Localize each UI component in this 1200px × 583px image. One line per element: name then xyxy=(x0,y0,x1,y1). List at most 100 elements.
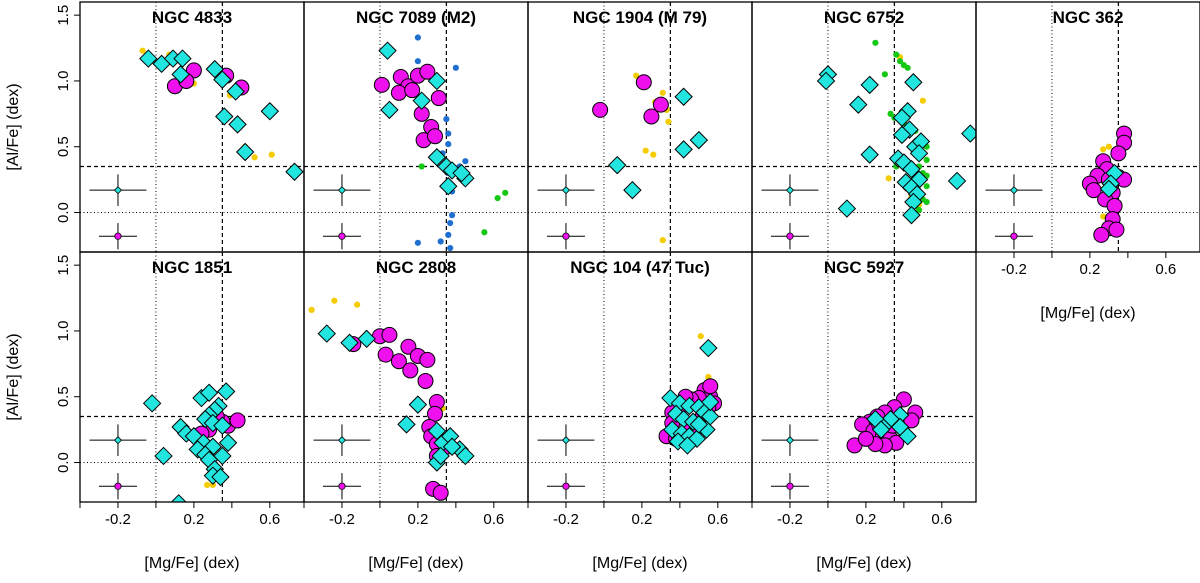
data-point-green xyxy=(896,58,904,65)
panel-9 xyxy=(751,251,977,508)
data-point-diamond xyxy=(173,49,192,68)
data-point-diamond xyxy=(213,70,232,89)
data-point-diamond xyxy=(216,382,236,401)
data-point-green xyxy=(904,64,911,71)
y-tick-label: 0.0 xyxy=(55,452,72,473)
data-point-circle xyxy=(1093,226,1110,243)
data-point-blue xyxy=(447,244,454,252)
data-point-blue xyxy=(452,64,459,71)
data-point-diamond xyxy=(142,394,162,413)
data-point-diamond xyxy=(902,159,921,179)
error-marker-diamond xyxy=(113,436,123,445)
error-marker-diamond xyxy=(785,436,795,445)
data-point-circle xyxy=(426,128,443,145)
panel-title: NGC 6752 xyxy=(824,8,904,27)
data-point-diamond xyxy=(408,395,428,414)
error-marker-diamond xyxy=(785,186,795,195)
error-marker-diamond xyxy=(337,186,347,195)
data-point-diamond xyxy=(317,324,336,343)
data-point-diamond xyxy=(285,162,304,181)
data-point-diamond xyxy=(837,199,857,218)
x-tick-label: -0.2 xyxy=(329,511,355,528)
error-marker-diamond xyxy=(113,186,123,195)
panel-frame xyxy=(527,251,753,503)
data-point-circle xyxy=(702,378,719,395)
panel-frame xyxy=(751,1,977,253)
x-tick-label: -0.2 xyxy=(777,511,803,528)
data-point-diamond xyxy=(892,125,912,145)
data-point-yellow xyxy=(209,481,216,488)
data-point-diamond xyxy=(849,95,868,114)
y-axis-label: [Al/Fe] (dex) xyxy=(5,83,22,170)
data-point-circle xyxy=(430,90,447,107)
data-point-blue xyxy=(445,231,452,238)
y-tick-label: 1.0 xyxy=(55,71,72,92)
data-point-diamond xyxy=(452,163,471,183)
panel-plot-area xyxy=(80,2,304,252)
panel-plot-area xyxy=(304,2,528,252)
panel-plot-area xyxy=(752,2,976,252)
data-point-green xyxy=(481,229,488,236)
data-point-yellow xyxy=(659,237,666,244)
x-tick-label: 0.6 xyxy=(1155,261,1176,278)
data-point-diamond xyxy=(215,107,234,126)
data-point-blue xyxy=(445,130,452,137)
data-point-green xyxy=(418,163,425,170)
data-point-circle xyxy=(390,84,407,101)
data-point-diamond xyxy=(340,333,359,352)
data-point-green xyxy=(893,51,900,58)
panel-frame xyxy=(527,1,753,253)
x-axis-label: [Mg/Fe] (dex) xyxy=(592,555,687,572)
panel-plot-area xyxy=(752,252,976,502)
data-point-diamond xyxy=(139,49,158,68)
error-marker-circle xyxy=(114,232,122,240)
data-point-diamond xyxy=(431,446,450,466)
data-point-circle xyxy=(229,412,246,429)
data-point-green xyxy=(915,206,923,213)
y-axis-label: [Al/Fe] (dex) xyxy=(5,333,22,420)
data-point-diamond xyxy=(442,437,462,456)
error-marker-circle xyxy=(786,232,794,240)
data-point-diamond xyxy=(170,494,187,502)
data-point-diamond xyxy=(871,420,891,439)
data-point-circle xyxy=(419,63,436,80)
data-point-diamond xyxy=(397,415,416,434)
data-point-blue xyxy=(414,34,421,41)
data-point-yellow xyxy=(919,97,926,104)
data-point-diamond xyxy=(678,436,697,455)
panel-plot-area xyxy=(304,252,528,502)
x-axis-label: [Mg/Fe] (dex) xyxy=(144,555,239,572)
data-point-yellow xyxy=(308,306,315,313)
data-point-circle xyxy=(1108,221,1125,238)
y-tick-label: 1.5 xyxy=(55,255,72,276)
data-point-yellow xyxy=(665,118,672,125)
panel-4 xyxy=(751,1,977,253)
data-point-circle xyxy=(377,346,394,363)
data-point-green xyxy=(502,189,509,196)
y-tick-label: 0.5 xyxy=(55,136,72,157)
panel-title: NGC 1904 (M 79) xyxy=(573,8,707,27)
data-point-circle xyxy=(592,101,609,118)
error-marker-circle xyxy=(562,482,570,490)
data-point-diamond xyxy=(699,338,718,358)
data-point-diamond xyxy=(701,392,720,412)
error-marker-diamond xyxy=(337,436,347,445)
data-point-diamond xyxy=(205,59,224,79)
data-point-yellow xyxy=(139,47,146,54)
data-point-blue xyxy=(445,141,452,148)
data-point-yellow xyxy=(268,151,275,158)
data-point-yellow xyxy=(642,147,649,154)
x-tick-label: -0.2 xyxy=(553,511,579,528)
error-marker-diamond xyxy=(561,186,571,195)
data-point-diamond xyxy=(226,82,245,101)
x-tick-label: 0.6 xyxy=(483,511,504,528)
x-tick-label: 0.6 xyxy=(259,511,280,528)
panel-title: NGC 1851 xyxy=(152,258,232,277)
data-point-diamond xyxy=(218,433,238,452)
data-point-diamond xyxy=(154,446,173,466)
panel-frame xyxy=(79,1,305,253)
data-point-diamond xyxy=(608,155,627,175)
x-tick-label: 0.2 xyxy=(1079,261,1100,278)
data-point-yellow xyxy=(251,154,258,161)
